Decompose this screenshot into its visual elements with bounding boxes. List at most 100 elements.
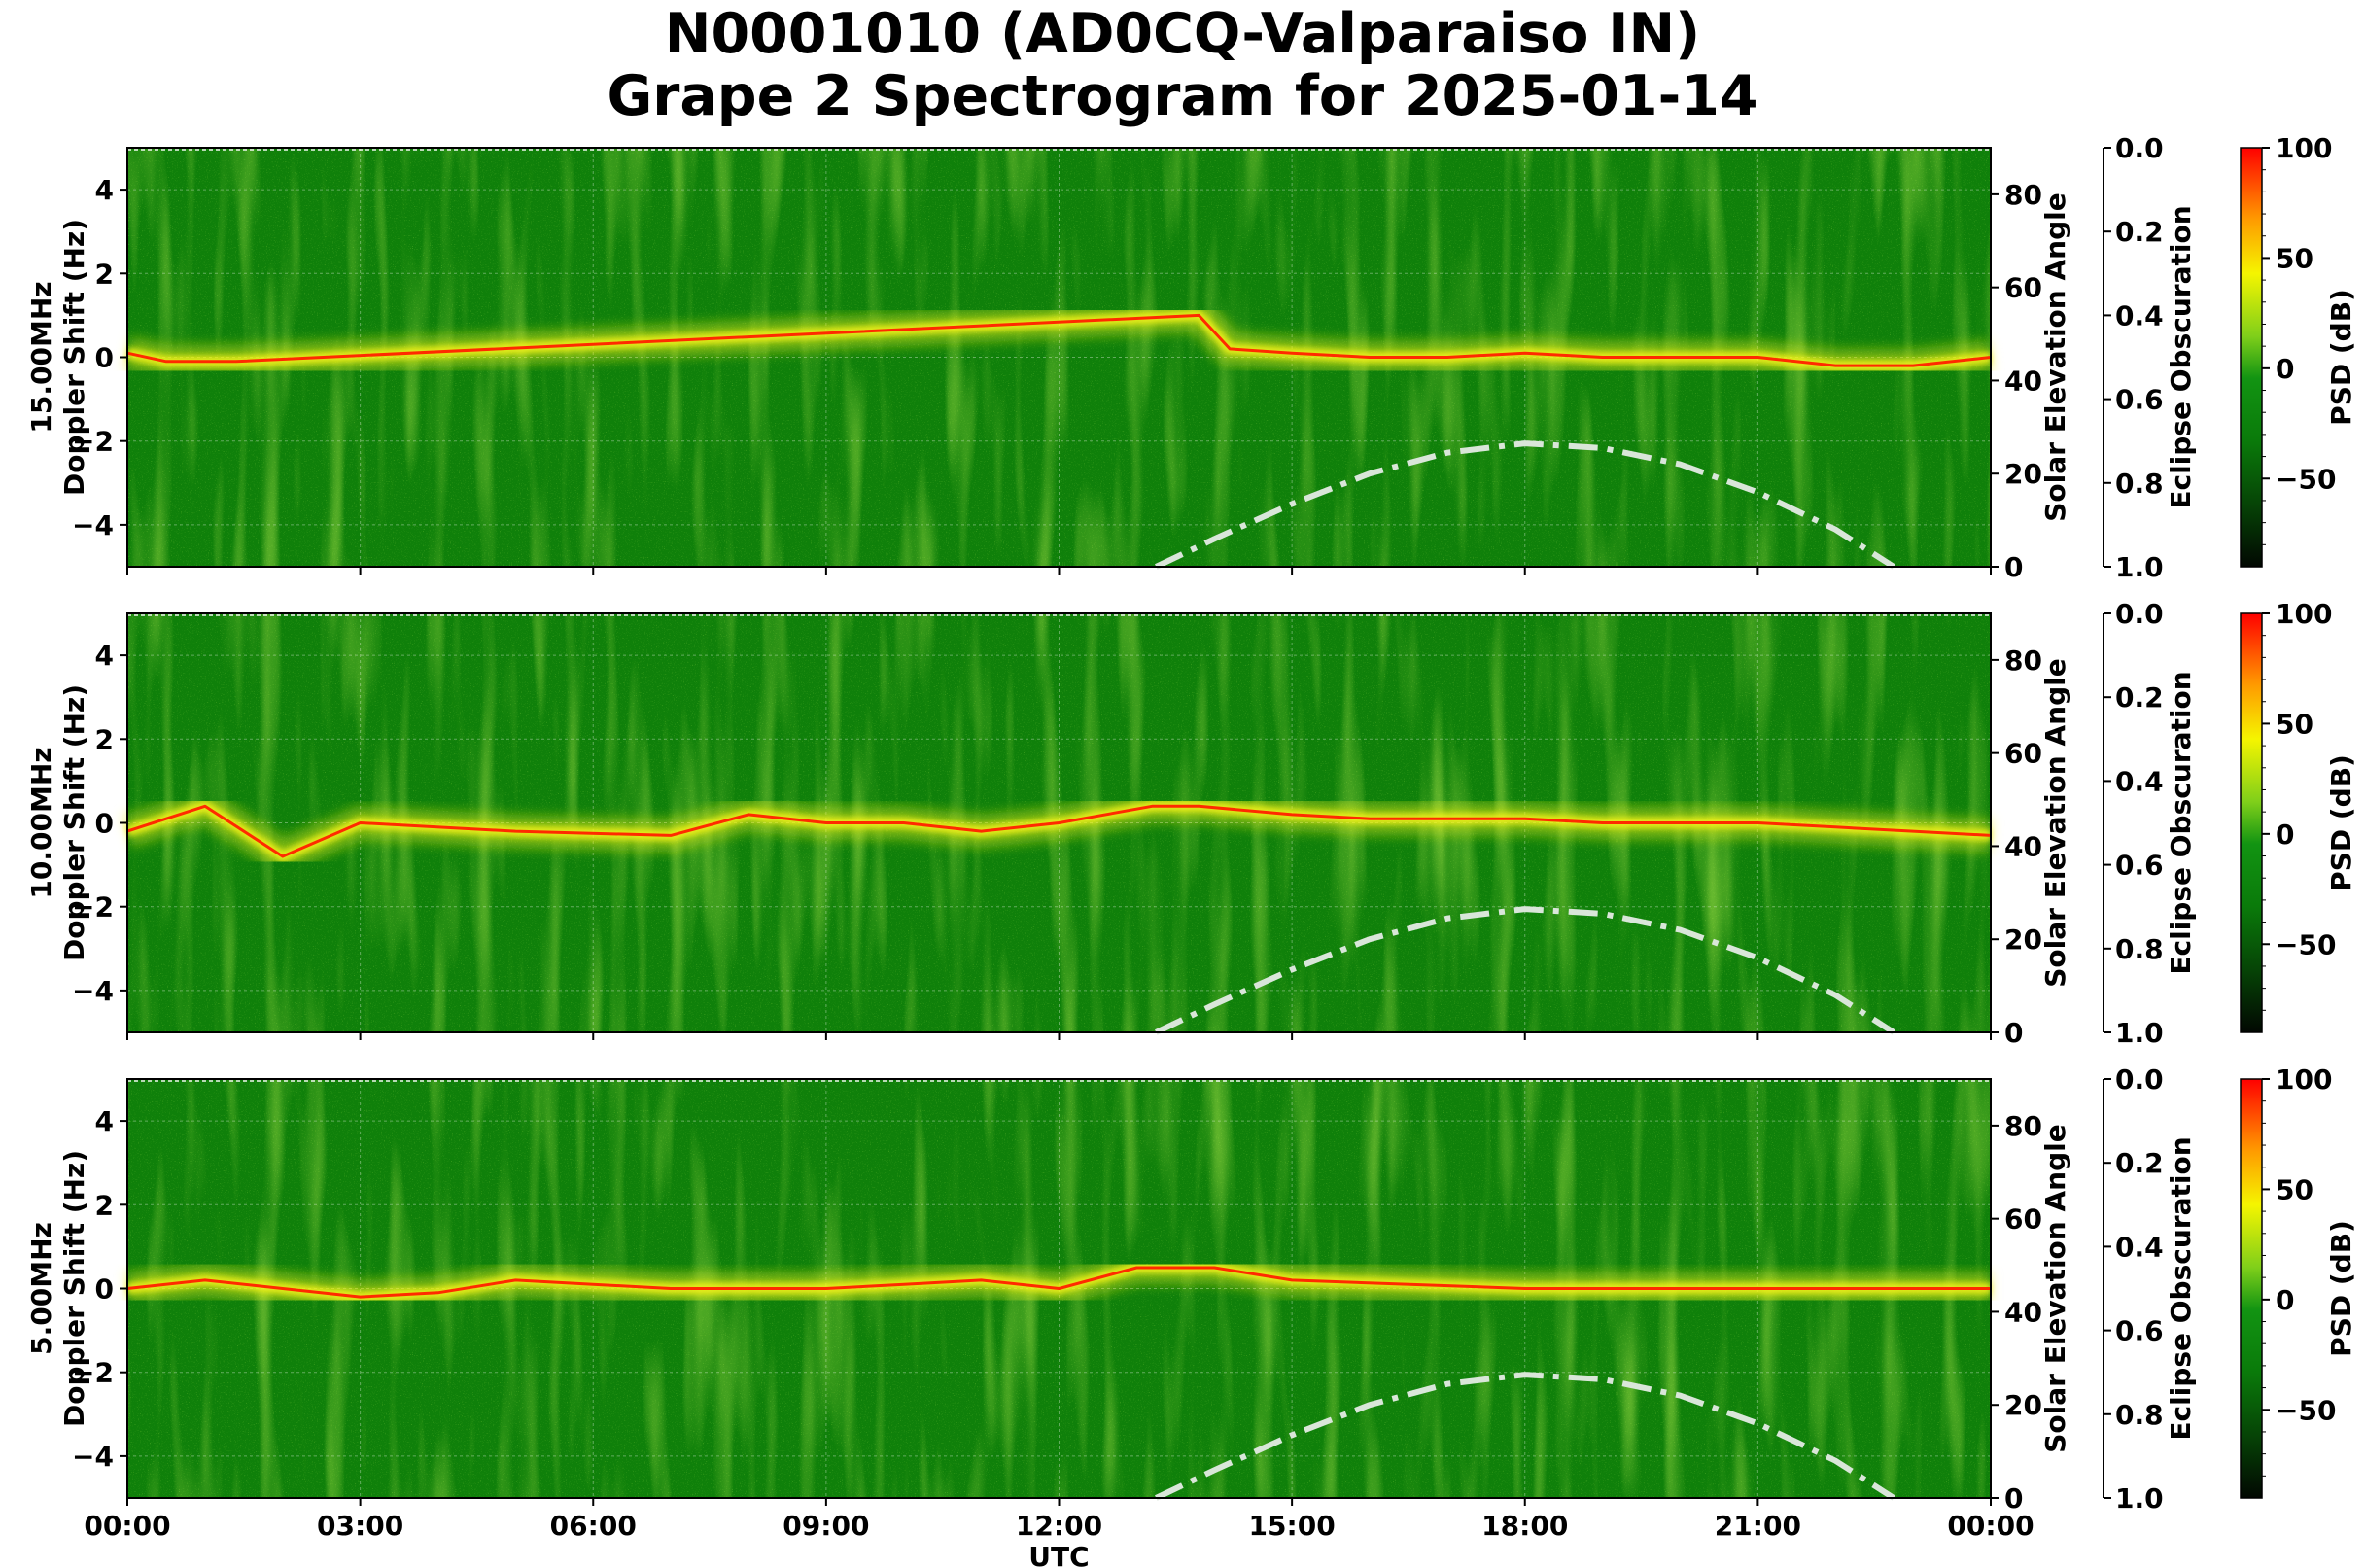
colorbar-tick-label: 100 — [2276, 1063, 2332, 1096]
elevation-axis-label: Solar Elevation Angle — [2039, 1124, 2071, 1452]
colorbar-tick-label: 0 — [2276, 1284, 2294, 1316]
eclipse-tick-label: 1.0 — [2115, 551, 2164, 583]
eclipse-tick-label: 0.2 — [2115, 1147, 2164, 1179]
panel-frequency-label: 10.00MHz — [25, 747, 57, 898]
eclipse-tick-label: 0.2 — [2115, 681, 2164, 714]
colorbar-tick-label: 0 — [2276, 353, 2294, 385]
eclipse-tick-label: 1.0 — [2115, 1482, 2164, 1515]
eclipse-tick-label: 0.8 — [2115, 933, 2164, 965]
carrier-trace-core — [126, 313, 1992, 367]
eclipse-tick-label: 0.2 — [2115, 216, 2164, 248]
eclipse-tick-label: 0.0 — [2115, 598, 2164, 630]
colorbar-label: PSD (dB) — [2325, 289, 2357, 426]
doppler-tick-label: −2 — [72, 891, 114, 923]
elevation-tick-label: 80 — [2004, 1110, 2042, 1142]
elevation-tick-label: 0 — [2004, 1482, 2023, 1515]
time-axis-label: UTC — [1028, 1541, 1089, 1568]
colorbar-tick-label: 0 — [2276, 819, 2294, 851]
time-tick-label: 03:00 — [317, 1510, 403, 1542]
eclipse-tick-label: 0.4 — [2115, 765, 2164, 797]
colorbar-tick-label: 100 — [2276, 132, 2332, 164]
colorbar-label: PSD (dB) — [2325, 754, 2357, 891]
doppler-axis-label: Doppler Shift (Hz) — [58, 219, 90, 496]
elevation-tick-label: 20 — [2004, 1389, 2042, 1421]
colorbar-tick-label: −50 — [2276, 928, 2336, 960]
colorbar — [2240, 1078, 2263, 1499]
colorbar — [2240, 612, 2263, 1033]
doppler-tick-label: 4 — [95, 1105, 114, 1137]
time-tick-label: 00:00 — [1947, 1510, 2034, 1542]
eclipse-tick-label: 0.0 — [2115, 132, 2164, 164]
colorbar-tick-label: −50 — [2276, 463, 2336, 495]
doppler-tick-label: 4 — [95, 174, 114, 206]
eclipse-tick-label: 0.4 — [2115, 299, 2164, 331]
eclipse-axis-label: Eclipse Obscuration — [2165, 671, 2197, 974]
colorbar-label: PSD (dB) — [2325, 1220, 2357, 1357]
elevation-tick-label: 60 — [2004, 738, 2042, 770]
elevation-tick-label: 0 — [2004, 1017, 2023, 1049]
time-tick-label: 15:00 — [1249, 1510, 1336, 1542]
colorbar-tick-label: 100 — [2276, 598, 2332, 630]
eclipse-tick-label: 0.6 — [2115, 1315, 2164, 1347]
colorbar-tick-label: 50 — [2276, 242, 2313, 274]
elevation-axis-label: Solar Elevation Angle — [2039, 192, 2071, 521]
time-tick-label: 00:00 — [84, 1510, 170, 1542]
doppler-tick-label: −2 — [72, 426, 114, 458]
solar-elevation-curve — [1155, 440, 1895, 570]
carrier-trace-core — [126, 804, 1992, 858]
doppler-tick-label: 2 — [95, 258, 114, 290]
colorbar-tick-label: −50 — [2276, 1394, 2336, 1426]
elevation-tick-label: 40 — [2004, 1296, 2042, 1328]
elevation-tick-label: 60 — [2004, 1203, 2042, 1236]
doppler-tick-label: 2 — [95, 723, 114, 755]
elevation-tick-label: 20 — [2004, 923, 2042, 956]
eclipse-tick-label: 0.0 — [2115, 1063, 2164, 1096]
doppler-axis-label: Doppler Shift (Hz) — [58, 684, 90, 961]
elevation-tick-label: 0 — [2004, 551, 2023, 583]
elevation-tick-label: 80 — [2004, 645, 2042, 677]
carrier-trace-core — [126, 1266, 1991, 1299]
time-tick-label: 18:00 — [1481, 1510, 1568, 1542]
eclipse-tick-label: 0.4 — [2115, 1231, 2164, 1263]
colorbar-tick-label: 50 — [2276, 1173, 2313, 1205]
colorbar-tick-label: 50 — [2276, 708, 2313, 740]
time-tick-label: 06:00 — [550, 1510, 637, 1542]
time-tick-label: 21:00 — [1715, 1510, 1801, 1542]
eclipse-axis-label: Eclipse Obscuration — [2165, 1136, 2197, 1440]
doppler-tick-label: 4 — [95, 640, 114, 672]
doppler-tick-label: 0 — [95, 1273, 114, 1306]
chart-title-line2: Grape 2 Spectrogram for 2025-01-14 — [607, 64, 1758, 128]
doppler-tick-label: 0 — [95, 808, 114, 840]
doppler-tick-label: −2 — [72, 1357, 114, 1389]
elevation-tick-label: 80 — [2004, 179, 2042, 211]
panel-frequency-label: 5.00MHz — [25, 1222, 57, 1355]
chart-title-line1: N0001010 (AD0CQ-Valparaiso IN) — [664, 2, 1701, 66]
eclipse-tick-label: 0.6 — [2115, 850, 2164, 882]
time-tick-label: 09:00 — [783, 1510, 869, 1542]
eclipse-tick-label: 0.8 — [2115, 1399, 2164, 1431]
doppler-axis-label: Doppler Shift (Hz) — [58, 1150, 90, 1427]
elevation-axis-label: Solar Elevation Angle — [2039, 658, 2071, 987]
solar-elevation-curve — [1155, 906, 1895, 1035]
doppler-tick-label: −4 — [72, 1441, 114, 1473]
doppler-tick-label: 0 — [95, 342, 114, 374]
eclipse-tick-label: 0.6 — [2115, 384, 2164, 416]
elevation-tick-label: 20 — [2004, 458, 2042, 490]
eclipse-tick-label: 0.8 — [2115, 468, 2164, 500]
solar-elevation-curve — [1155, 1372, 1895, 1501]
eclipse-axis-label: Eclipse Obscuration — [2165, 205, 2197, 508]
time-tick-label: 12:00 — [1016, 1510, 1102, 1542]
colorbar — [2240, 147, 2263, 568]
elevation-tick-label: 60 — [2004, 272, 2042, 304]
elevation-tick-label: 40 — [2004, 365, 2042, 397]
doppler-tick-label: −4 — [72, 509, 114, 541]
doppler-tick-label: 2 — [95, 1189, 114, 1221]
panel-frequency-label: 15.00MHz — [25, 281, 57, 433]
elevation-tick-label: 40 — [2004, 830, 2042, 862]
doppler-tick-label: −4 — [72, 975, 114, 1007]
eclipse-tick-label: 1.0 — [2115, 1017, 2164, 1049]
